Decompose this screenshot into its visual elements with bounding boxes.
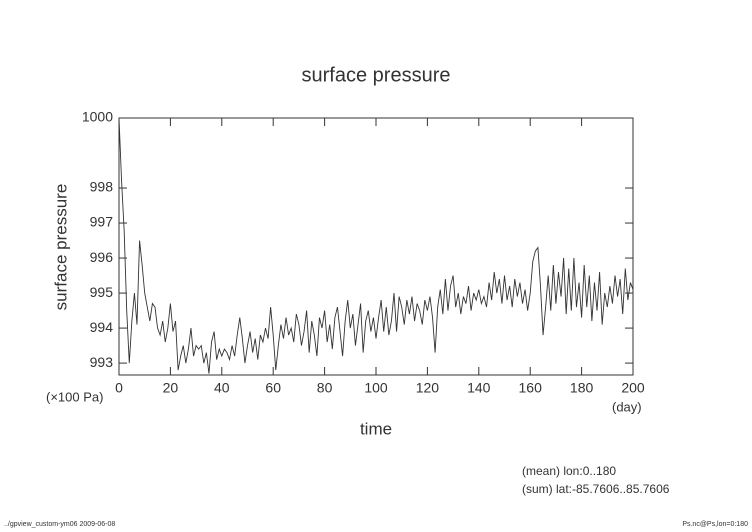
x-tick-label: 160: [519, 380, 543, 396]
x-tick-label: 140: [467, 380, 491, 396]
footer-right: Ps.nc@Ps,lon=0:180: [682, 521, 748, 528]
y-unit: (×100 Pa): [46, 389, 103, 404]
note: (mean) lon:0..180: [522, 464, 616, 478]
y-tick-label: 993: [90, 354, 114, 370]
x-tick-label: 80: [317, 380, 333, 396]
x-tick-label: 0: [115, 380, 123, 396]
x-tick-label: 20: [163, 380, 179, 396]
x-tick-label: 200: [621, 380, 645, 396]
line: [118, 117, 634, 374]
y-tick-label: 1000: [82, 109, 113, 125]
chart-title: surface pressure: [302, 64, 451, 86]
x-unit: (day): [612, 399, 642, 414]
y-tick-label: 995: [90, 284, 114, 300]
y-tick-label: 994: [90, 319, 114, 335]
x-axis-label: time: [360, 419, 392, 438]
y-tick-label: 996: [90, 249, 114, 265]
note: (sum) lat:-85.7606..85.7606: [522, 482, 670, 496]
y-tick-label: 997: [90, 214, 114, 230]
x-tick-label: 120: [416, 380, 440, 396]
x-tick-label: 180: [570, 380, 594, 396]
x-tick-label: 100: [364, 380, 388, 396]
y-tick-label: 998: [90, 179, 114, 195]
x-tick-label: 40: [214, 380, 230, 396]
x-tick-label: 60: [265, 380, 281, 396]
footer-left: ../gpview_custom-ym06 2009-06-08: [4, 521, 115, 528]
y-axis-label: surface pressure: [51, 184, 70, 311]
